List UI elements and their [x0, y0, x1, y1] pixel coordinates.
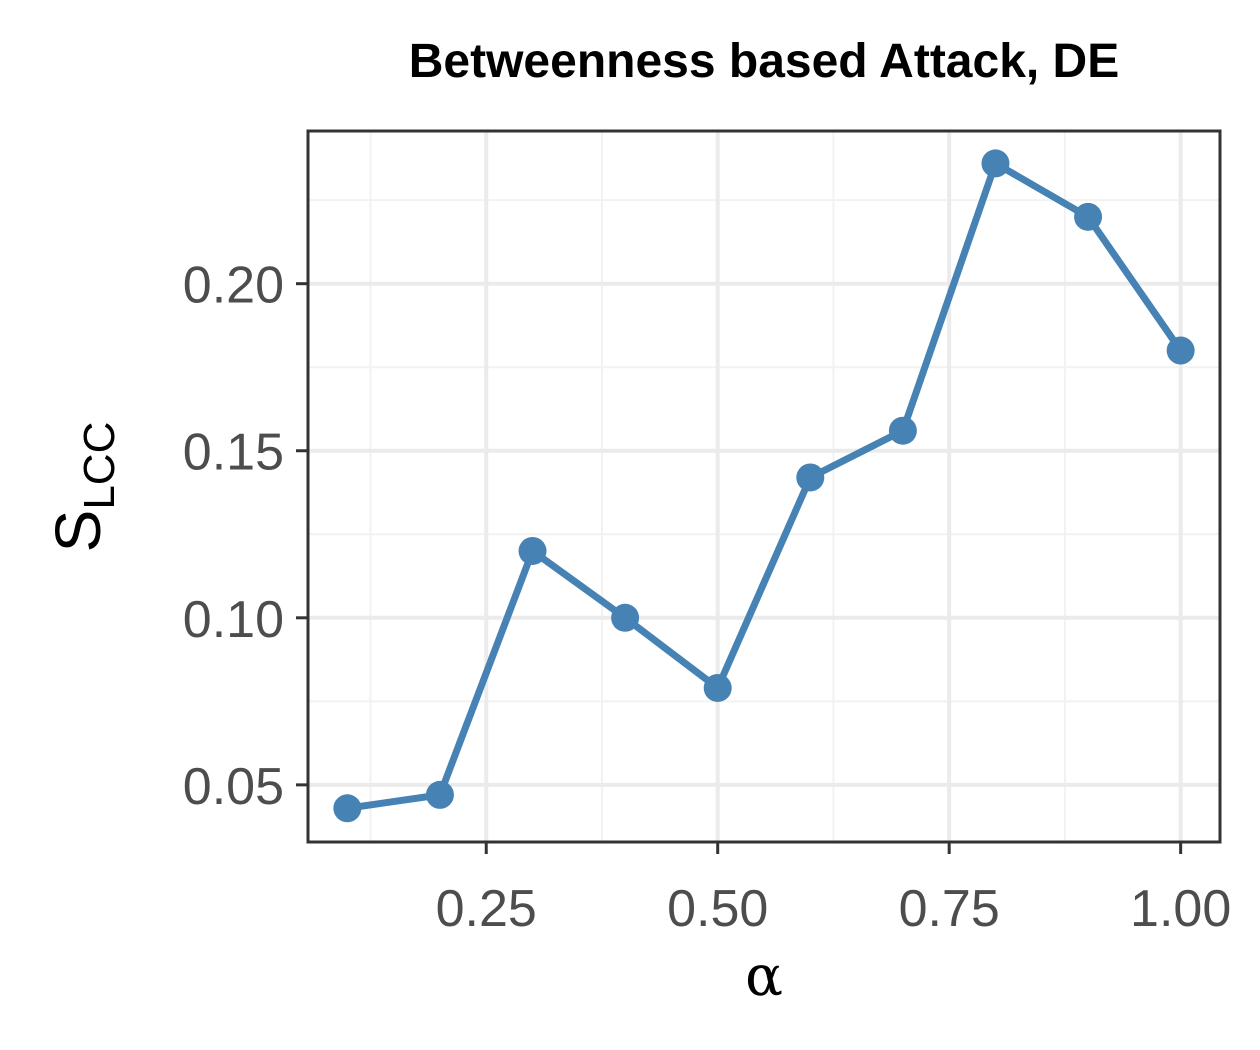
- x-axis: 0.25 0.50 0.75 1.00: [436, 842, 1231, 938]
- y-tick-label-1: 0.10: [183, 591, 284, 649]
- y-axis-title: SLCC: [42, 422, 124, 553]
- x-tick-label-0: 0.25: [436, 880, 537, 938]
- svg-text:SLCC: SLCC: [42, 422, 124, 553]
- data-point-0-8: [1074, 202, 1103, 231]
- data-point-0-2: [518, 536, 547, 565]
- data-point-0-1: [425, 780, 454, 809]
- plot-layer: [333, 149, 1195, 823]
- data-point-0-6: [888, 416, 917, 445]
- x-tick-label-3: 1.00: [1130, 880, 1231, 938]
- data-point-0-0: [333, 794, 362, 823]
- y-axis: 0.05 0.10 0.15 0.20: [183, 257, 308, 816]
- chart-title: Betweenness based Attack, DE: [409, 35, 1119, 88]
- x-tick-label-1: 0.50: [667, 880, 768, 938]
- y-axis-title-main: S: [42, 510, 114, 553]
- data-point-0-3: [611, 603, 640, 632]
- y-axis-title-subscript: LCC: [75, 422, 124, 510]
- y-tick-label-0: 0.05: [183, 758, 284, 816]
- data-point-0-9: [1166, 336, 1195, 365]
- y-tick-label-3: 0.20: [183, 257, 284, 315]
- y-tick-label-2: 0.15: [183, 424, 284, 482]
- panel-border: [306, 129, 1222, 844]
- data-point-0-5: [796, 463, 825, 492]
- data-point-0-7: [981, 149, 1010, 178]
- grid-major: [308, 131, 1220, 842]
- x-tick-label-2: 0.75: [899, 880, 1000, 938]
- data-point-0-4: [703, 673, 732, 702]
- x-axis-title: α: [745, 944, 783, 1009]
- grid-minor: [308, 131, 1220, 842]
- series-line-0: [343, 159, 1185, 812]
